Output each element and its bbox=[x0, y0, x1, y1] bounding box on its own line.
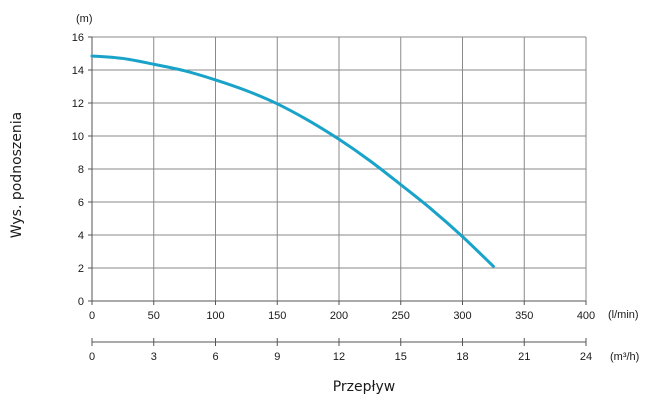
y-tick-label: 16 bbox=[72, 32, 84, 44]
y-axis-title: Wys. podnoszenia bbox=[9, 112, 25, 238]
grid bbox=[91, 36, 587, 302]
x-tick-label: 100 bbox=[206, 310, 224, 322]
x-tick-label: 0 bbox=[89, 310, 95, 322]
x2-tick-label: 0 bbox=[89, 351, 95, 363]
x-tick-label: 200 bbox=[330, 310, 348, 322]
y-tick-label: 10 bbox=[72, 131, 84, 143]
y-tick-label: 4 bbox=[78, 230, 84, 242]
y-tick-label: 8 bbox=[78, 164, 84, 176]
y-tick-label: 6 bbox=[78, 197, 84, 209]
x-axis-title: Przepływ bbox=[333, 379, 396, 395]
x2-tick-label: 21 bbox=[518, 351, 530, 363]
y-unit-label: (m) bbox=[76, 13, 93, 25]
x2-tick-label: 15 bbox=[395, 351, 407, 363]
x2-tick-label: 3 bbox=[151, 351, 157, 363]
x-tick-label: 350 bbox=[515, 310, 533, 322]
x-tick-label: 400 bbox=[577, 310, 595, 322]
y-tick-label: 12 bbox=[72, 98, 84, 110]
x2-tick-label: 24 bbox=[580, 351, 592, 363]
y-tick-label: 2 bbox=[78, 263, 84, 275]
x-tick-label: 250 bbox=[392, 310, 410, 322]
x-unit-label: (l/min) bbox=[608, 309, 639, 321]
x2-unit-label: (m³/h) bbox=[610, 351, 639, 363]
y-tick-label: 14 bbox=[72, 65, 84, 77]
axes bbox=[88, 36, 587, 346]
x-tick-label: 150 bbox=[268, 310, 286, 322]
x2-tick-label: 18 bbox=[456, 351, 468, 363]
x2-tick-label: 6 bbox=[212, 351, 218, 363]
y-tick-label: 0 bbox=[78, 296, 84, 308]
x2-tick-label: 12 bbox=[333, 351, 345, 363]
series-line bbox=[90, 54, 495, 268]
x-tick-label: 300 bbox=[453, 310, 471, 322]
x-tick-label: 50 bbox=[148, 310, 160, 322]
x2-tick-label: 9 bbox=[274, 351, 280, 363]
series-curve bbox=[90, 54, 495, 268]
